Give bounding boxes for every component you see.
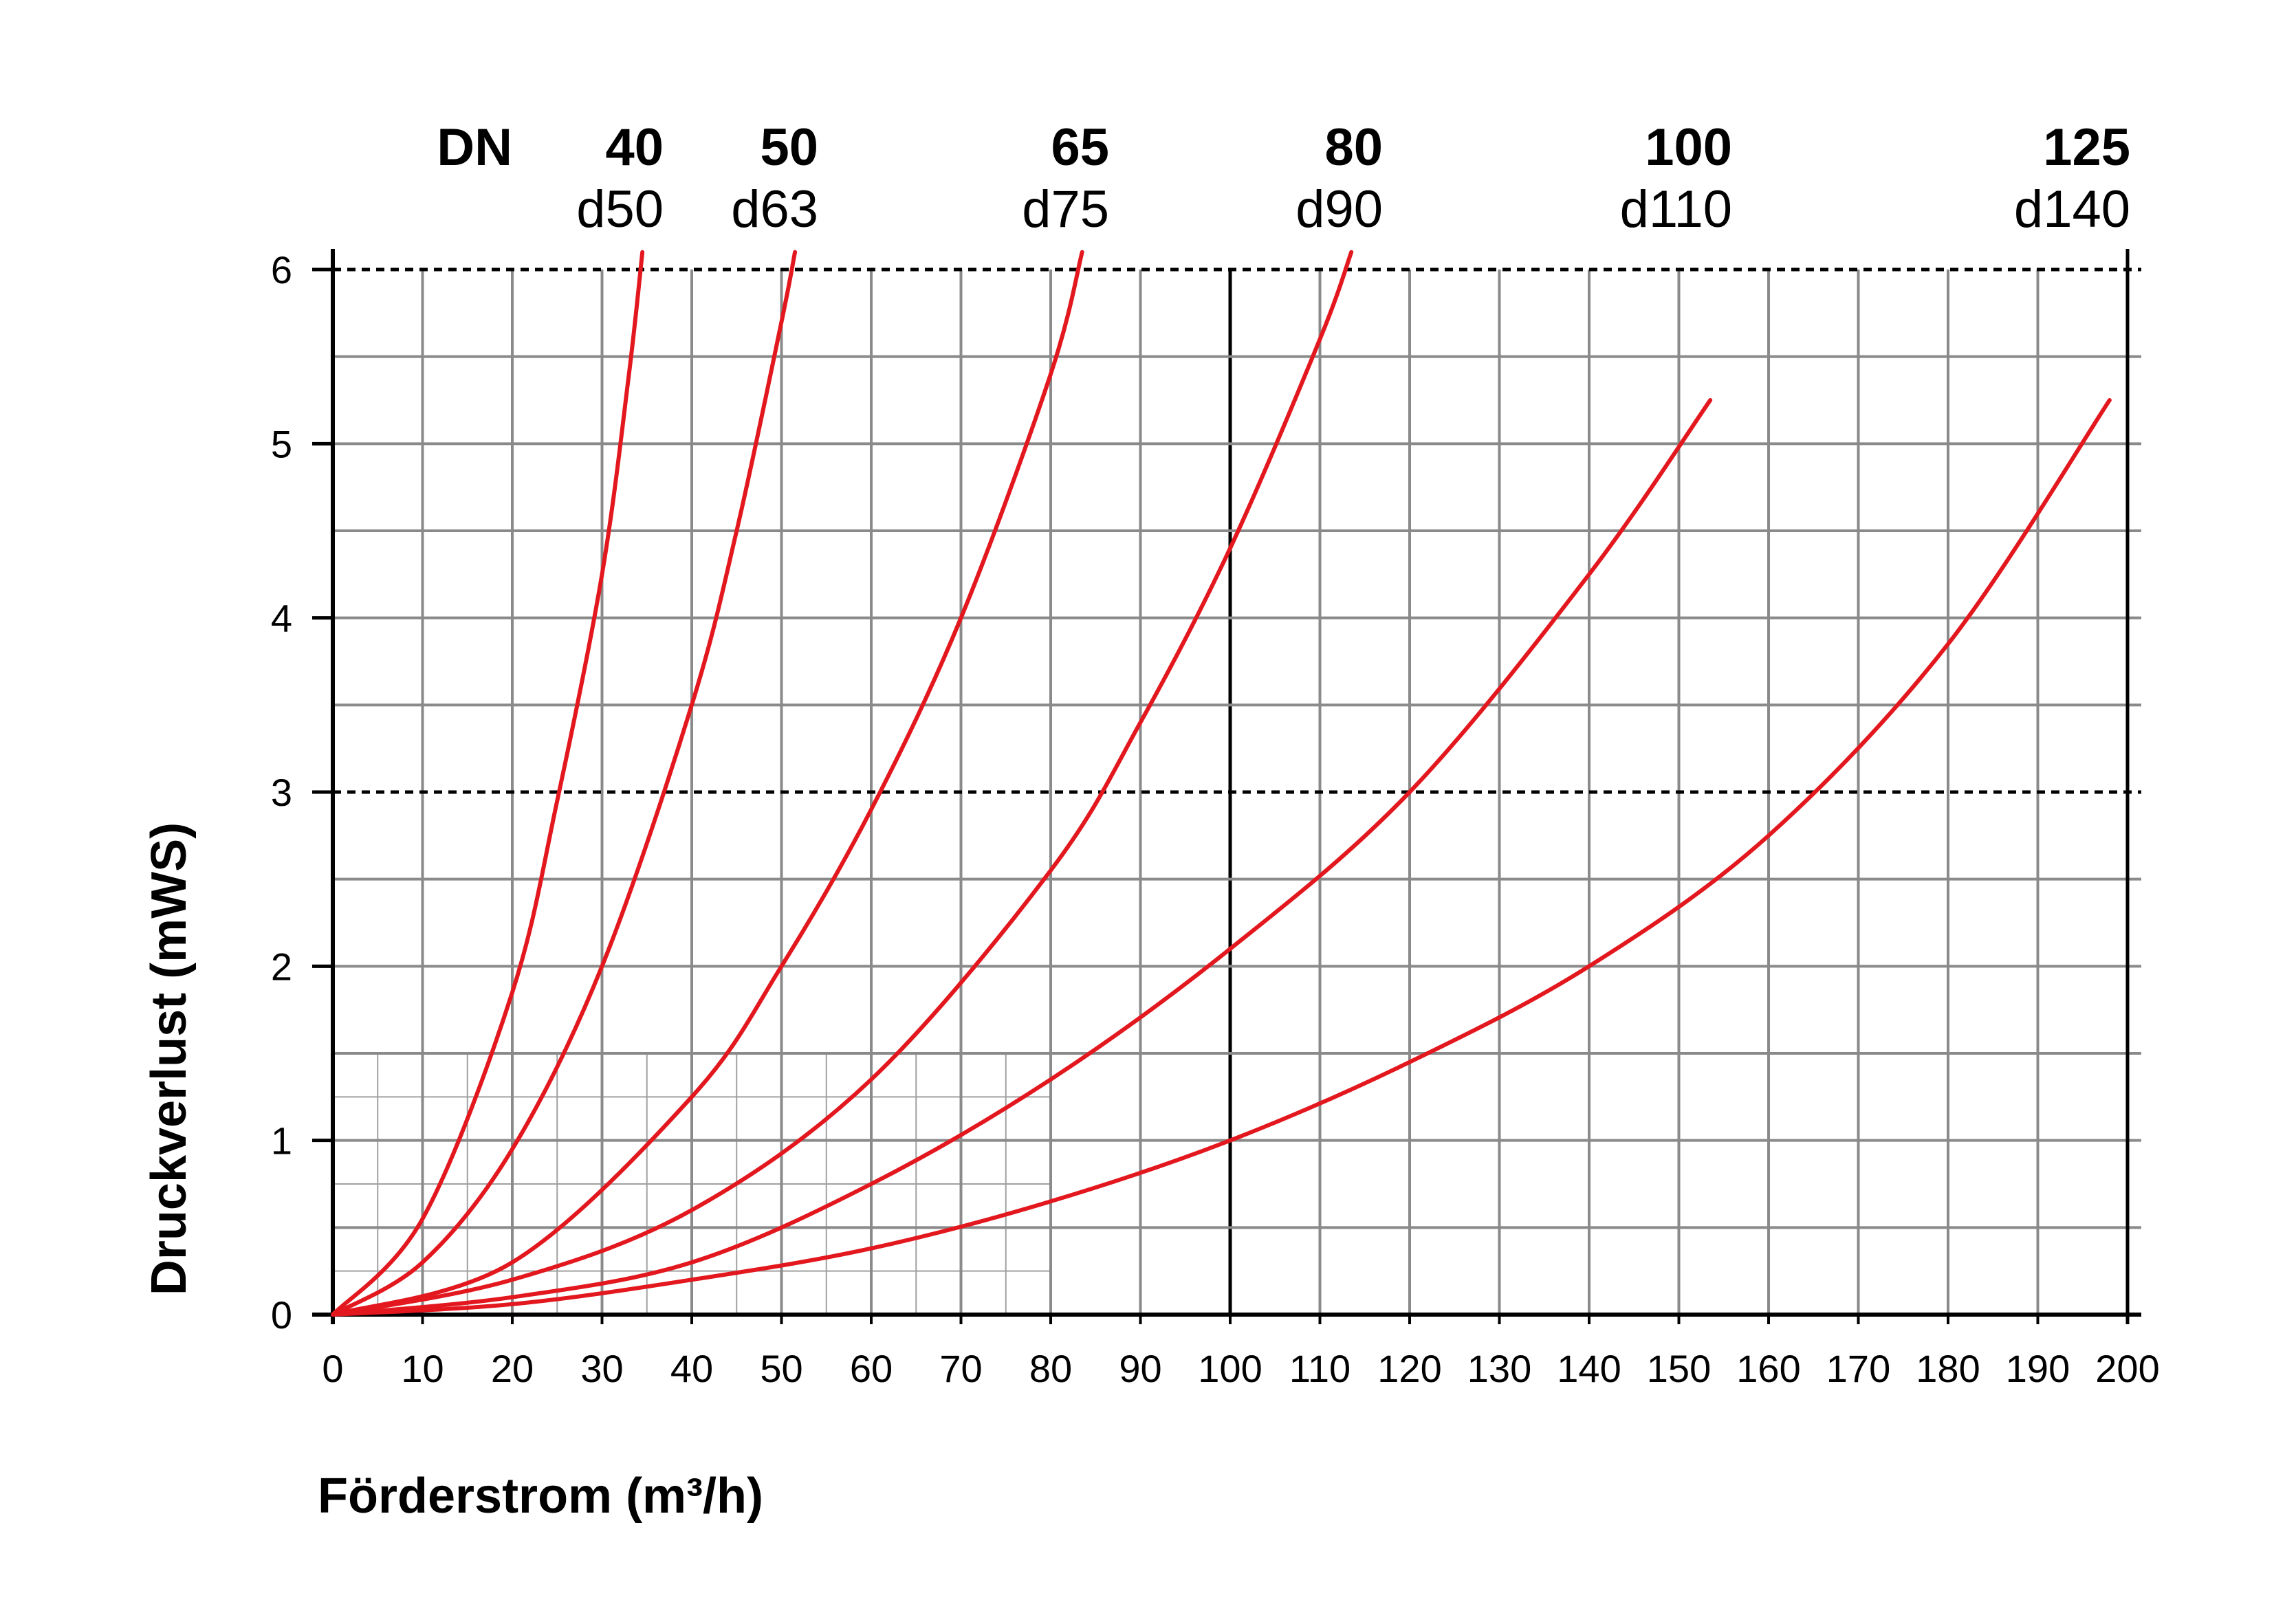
series-line-dn40: [331, 250, 645, 1317]
tick-labels: 0 10 20 30 40 50 60 70 80 90 100 110 120 130 140 150 160…: [271, 248, 2160, 1390]
x-tick-label: 10: [401, 1347, 444, 1390]
diameter-label-d140: d140: [2014, 180, 2130, 239]
diameter-label-d50: d50: [576, 180, 664, 239]
x-tick-label: 190: [2006, 1347, 2070, 1390]
dn-label-50: 50: [760, 118, 818, 177]
x-tick-label: 170: [1826, 1347, 1890, 1390]
dn-header-label: DN: [437, 118, 512, 177]
y-tick-label: 0: [271, 1293, 292, 1337]
y-tick-label: 3: [271, 771, 292, 814]
y-tick-label: 6: [271, 248, 292, 292]
x-tick-label: 140: [1557, 1347, 1621, 1390]
x-tick-label: 40: [670, 1347, 713, 1390]
x-tick-label: 130: [1467, 1347, 1531, 1390]
grid: [333, 267, 2141, 1315]
dn-label-40: 40: [605, 118, 664, 177]
y-tick-label: 4: [271, 597, 292, 640]
series-line-dn80: [331, 250, 1354, 1317]
x-tick-label: 110: [1289, 1347, 1351, 1390]
x-tick-label: 200: [2095, 1347, 2159, 1390]
x-tick-label: 70: [939, 1347, 982, 1390]
series-line-dn50: [331, 250, 798, 1317]
diameter-label-d63: d63: [731, 180, 818, 239]
dn-label-100: 100: [1645, 118, 1732, 177]
x-tick-label: 60: [850, 1347, 893, 1390]
y-tick-label: 2: [271, 945, 292, 988]
series-line-dn100: [331, 398, 1713, 1317]
diameter-label-d75: d75: [1022, 180, 1109, 239]
x-tick-label: 180: [1916, 1347, 1980, 1390]
x-tick-label: 90: [1119, 1347, 1161, 1390]
x-axis-title: Förderstrom (m³/h): [318, 1469, 763, 1524]
x-tick-label: 160: [1736, 1347, 1800, 1390]
diameter-label-d110: d110: [1620, 180, 1732, 239]
x-tick-label: 0: [322, 1347, 343, 1390]
y-tick-label: 1: [271, 1119, 292, 1163]
x-tick-label: 80: [1029, 1347, 1072, 1390]
y-tick-label: 5: [271, 422, 292, 465]
series-curves: [331, 250, 2112, 1317]
x-tick-label: 30: [580, 1347, 623, 1390]
dn-label-125: 125: [2043, 118, 2130, 177]
series-line-dn65: [331, 250, 1084, 1317]
dn-label-65: 65: [1051, 118, 1109, 177]
x-tick-label: 50: [760, 1347, 802, 1390]
dn-label-80: 80: [1324, 118, 1383, 177]
x-tick-label: 150: [1647, 1347, 1711, 1390]
x-tick-label: 20: [491, 1347, 534, 1390]
series-line-dn125: [331, 398, 2112, 1317]
x-tick-label: 120: [1377, 1347, 1441, 1390]
x-tick-label: 100: [1198, 1347, 1262, 1390]
axes: [312, 249, 2141, 1324]
y-axis-title: Druckverlust (mWS): [142, 822, 197, 1295]
diameter-label-d90: d90: [1295, 180, 1383, 239]
